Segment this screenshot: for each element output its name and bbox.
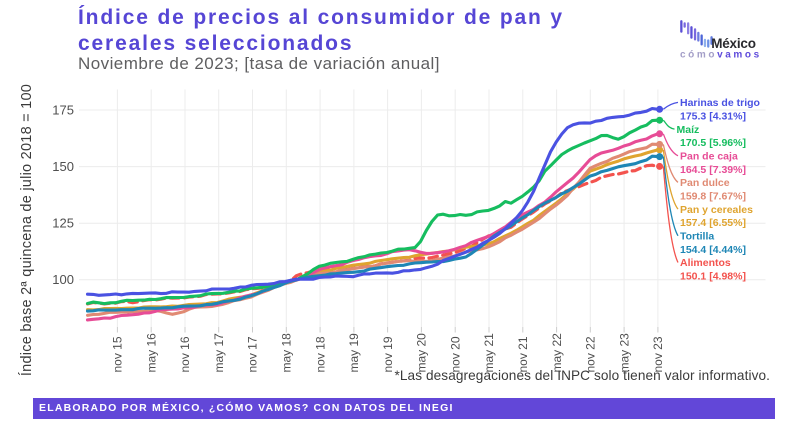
svg-text:may 19: may 19 (347, 333, 361, 373)
svg-text:may 22: may 22 (550, 333, 564, 373)
svg-text:164.5 [7.39%]: 164.5 [7.39%] (680, 164, 746, 176)
svg-text:nov 20: nov 20 (448, 336, 462, 372)
svg-text:nov 18: nov 18 (313, 336, 327, 372)
svg-text:170.5 [5.96%]: 170.5 [5.96%] (680, 137, 746, 149)
svg-text:may 21: may 21 (482, 333, 496, 373)
svg-text:150.1 [4.98%]: 150.1 [4.98%] (680, 271, 746, 283)
svg-text:100: 100 (52, 272, 74, 287)
svg-text:Alimentos: Alimentos (680, 257, 731, 269)
svg-text:nov 23: nov 23 (651, 336, 665, 372)
svg-text:Tortilla: Tortilla (680, 231, 714, 243)
svg-text:Harinas de trigo: Harinas de trigo (680, 97, 760, 109)
svg-text:159.8 [7.67%]: 159.8 [7.67%] (680, 191, 746, 203)
svg-text:may 23: may 23 (617, 333, 631, 373)
svg-text:Índice base 2ª quincena de jul: Índice base 2ª quincena de julio 2018 = … (18, 84, 35, 376)
svg-text:México: México (711, 36, 756, 51)
svg-text:nov 15: nov 15 (111, 336, 125, 372)
svg-text:175: 175 (52, 102, 74, 117)
svg-text:may 16: may 16 (144, 333, 158, 373)
svg-text:150: 150 (52, 159, 74, 174)
svg-text:may 18: may 18 (280, 333, 294, 373)
svg-text:nov 17: nov 17 (246, 336, 260, 372)
svg-text:nov 16: nov 16 (178, 336, 192, 372)
svg-text:may 20: may 20 (415, 333, 429, 373)
svg-text:nov 22: nov 22 (584, 336, 598, 372)
svg-text:Pan de caja: Pan de caja (680, 151, 738, 163)
svg-text:nov 19: nov 19 (381, 336, 395, 372)
svg-text:nov 21: nov 21 (516, 336, 530, 372)
svg-text:157.4 [6.55%]: 157.4 [6.55%] (680, 217, 746, 229)
svg-text:Pan dulce: Pan dulce (680, 177, 730, 189)
svg-text:175.3 [4.31%]: 175.3 [4.31%] (680, 110, 746, 122)
svg-text:125: 125 (52, 216, 74, 231)
svg-text:cómovamos: cómovamos (680, 50, 760, 61)
svg-text:Pan y cereales: Pan y cereales (680, 204, 753, 216)
svg-text:154.4 [4.44%]: 154.4 [4.44%] (680, 244, 746, 256)
svg-text:may 17: may 17 (212, 333, 226, 373)
svg-text:Maíz: Maíz (677, 124, 700, 136)
